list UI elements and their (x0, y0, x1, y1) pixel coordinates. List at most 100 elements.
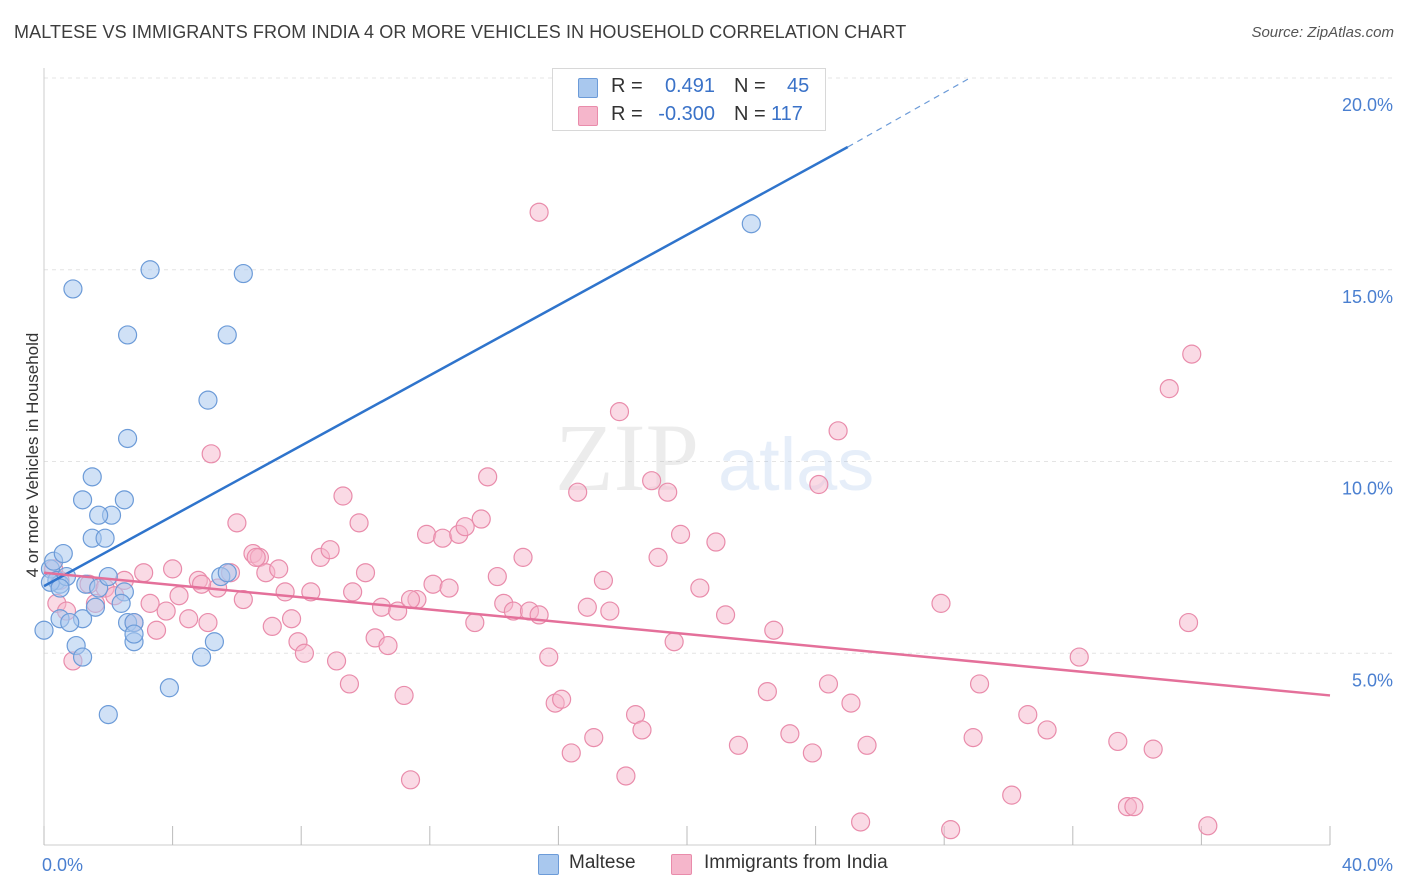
india-point (156, 601, 176, 621)
maltese-point (89, 505, 109, 525)
india-point (465, 612, 485, 633)
maltese-point (204, 632, 224, 652)
india-point (670, 524, 691, 544)
india-point (728, 735, 749, 755)
india-point (146, 620, 167, 640)
india-point (478, 467, 498, 487)
india-point (593, 570, 614, 590)
india-point (333, 486, 353, 506)
india-point (355, 563, 376, 583)
maltese-point (217, 563, 237, 583)
legend-swatch-maltese (578, 78, 598, 98)
india-point (1198, 816, 1218, 836)
india-point (1069, 647, 1089, 667)
india-point (809, 474, 829, 495)
legend-r-value: -0.300 (658, 103, 715, 125)
india-point (1178, 612, 1199, 633)
x-tick-label: 40.0% (1342, 855, 1393, 875)
india-point (584, 728, 604, 748)
legend-row-india: R = -0.300 N = 117 (553, 100, 825, 130)
india-point (163, 559, 183, 579)
maltese-point (114, 490, 134, 510)
india-point (552, 689, 572, 709)
india-point (632, 720, 652, 740)
india-point (600, 601, 620, 621)
maltese-point (117, 428, 138, 449)
india-point (246, 547, 266, 567)
watermark-atlas: atlas (718, 423, 874, 506)
maltese-point (140, 260, 160, 280)
india-point (664, 632, 684, 652)
india-point (1108, 731, 1128, 752)
maltese-point (34, 620, 54, 640)
india-point (658, 482, 678, 502)
bottom-legend-swatch-maltese (538, 854, 559, 875)
india-point (609, 402, 630, 422)
india-point (371, 597, 392, 617)
india-point (433, 528, 453, 548)
legend-r-label: R = (611, 75, 643, 97)
india-point (471, 509, 491, 529)
india-point (275, 582, 295, 602)
india-point (931, 593, 951, 613)
tick-labels: 5.0% 10.0% 15.0% 20.0% 0.0% 40.0% (42, 95, 1393, 875)
legend-r-value: 0.491 (664, 75, 715, 97)
india-point (969, 674, 990, 694)
india-point (400, 770, 421, 790)
india-point (828, 421, 848, 441)
india-point (648, 547, 668, 567)
y-tick-label: 5.0% (1352, 670, 1393, 690)
india-point (851, 812, 871, 832)
x-tick-label: 0.0% (42, 855, 83, 875)
grid-lines (44, 77, 1395, 654)
maltese-point (117, 325, 138, 345)
india-point (169, 586, 189, 606)
bottom-legend-label-maltese: Maltese (569, 852, 636, 873)
india-point (269, 559, 289, 579)
india-point (690, 578, 710, 598)
india-point (780, 724, 800, 744)
india-point (616, 766, 636, 786)
maltese-trendline-extension (847, 77, 971, 148)
india-point (642, 471, 662, 491)
india-point (818, 674, 839, 694)
india-point (378, 635, 398, 656)
maltese-point (98, 705, 118, 725)
india-point (394, 685, 414, 706)
india-point (513, 547, 533, 567)
india-point (857, 735, 877, 755)
india-point (802, 743, 822, 763)
y-axis-label: 4 or more Vehicles in Household (23, 333, 42, 578)
bottom-legend-swatch-india (671, 854, 692, 875)
india-point (1159, 379, 1179, 399)
india-point (343, 582, 363, 602)
maltese-point (111, 593, 131, 613)
legend-n-label: N = (734, 75, 766, 97)
india-point (841, 693, 861, 713)
india-point (1182, 344, 1202, 364)
chart-source: Source: ZipAtlas.com (1251, 24, 1394, 41)
maltese-point (82, 467, 102, 487)
maltese-point (159, 678, 179, 698)
india-point (1124, 797, 1144, 817)
india-point (198, 612, 218, 633)
india-point (487, 566, 507, 587)
india-point (539, 647, 559, 667)
maltese-point (198, 390, 218, 410)
india-point (301, 582, 321, 602)
maltese-point (741, 214, 761, 234)
legend-r-label: R = (611, 103, 643, 125)
legend-n-label: N = (734, 103, 766, 125)
india-point (455, 517, 475, 537)
india-point (706, 532, 726, 552)
y-tick-label: 15.0% (1342, 287, 1393, 307)
india-point (529, 202, 549, 222)
maltese-point (98, 566, 118, 587)
india-point (179, 609, 199, 629)
india-point (577, 597, 597, 617)
india-point (423, 574, 443, 594)
maltese-point (233, 263, 253, 284)
maltese-point (60, 612, 80, 633)
india-point (941, 820, 961, 840)
